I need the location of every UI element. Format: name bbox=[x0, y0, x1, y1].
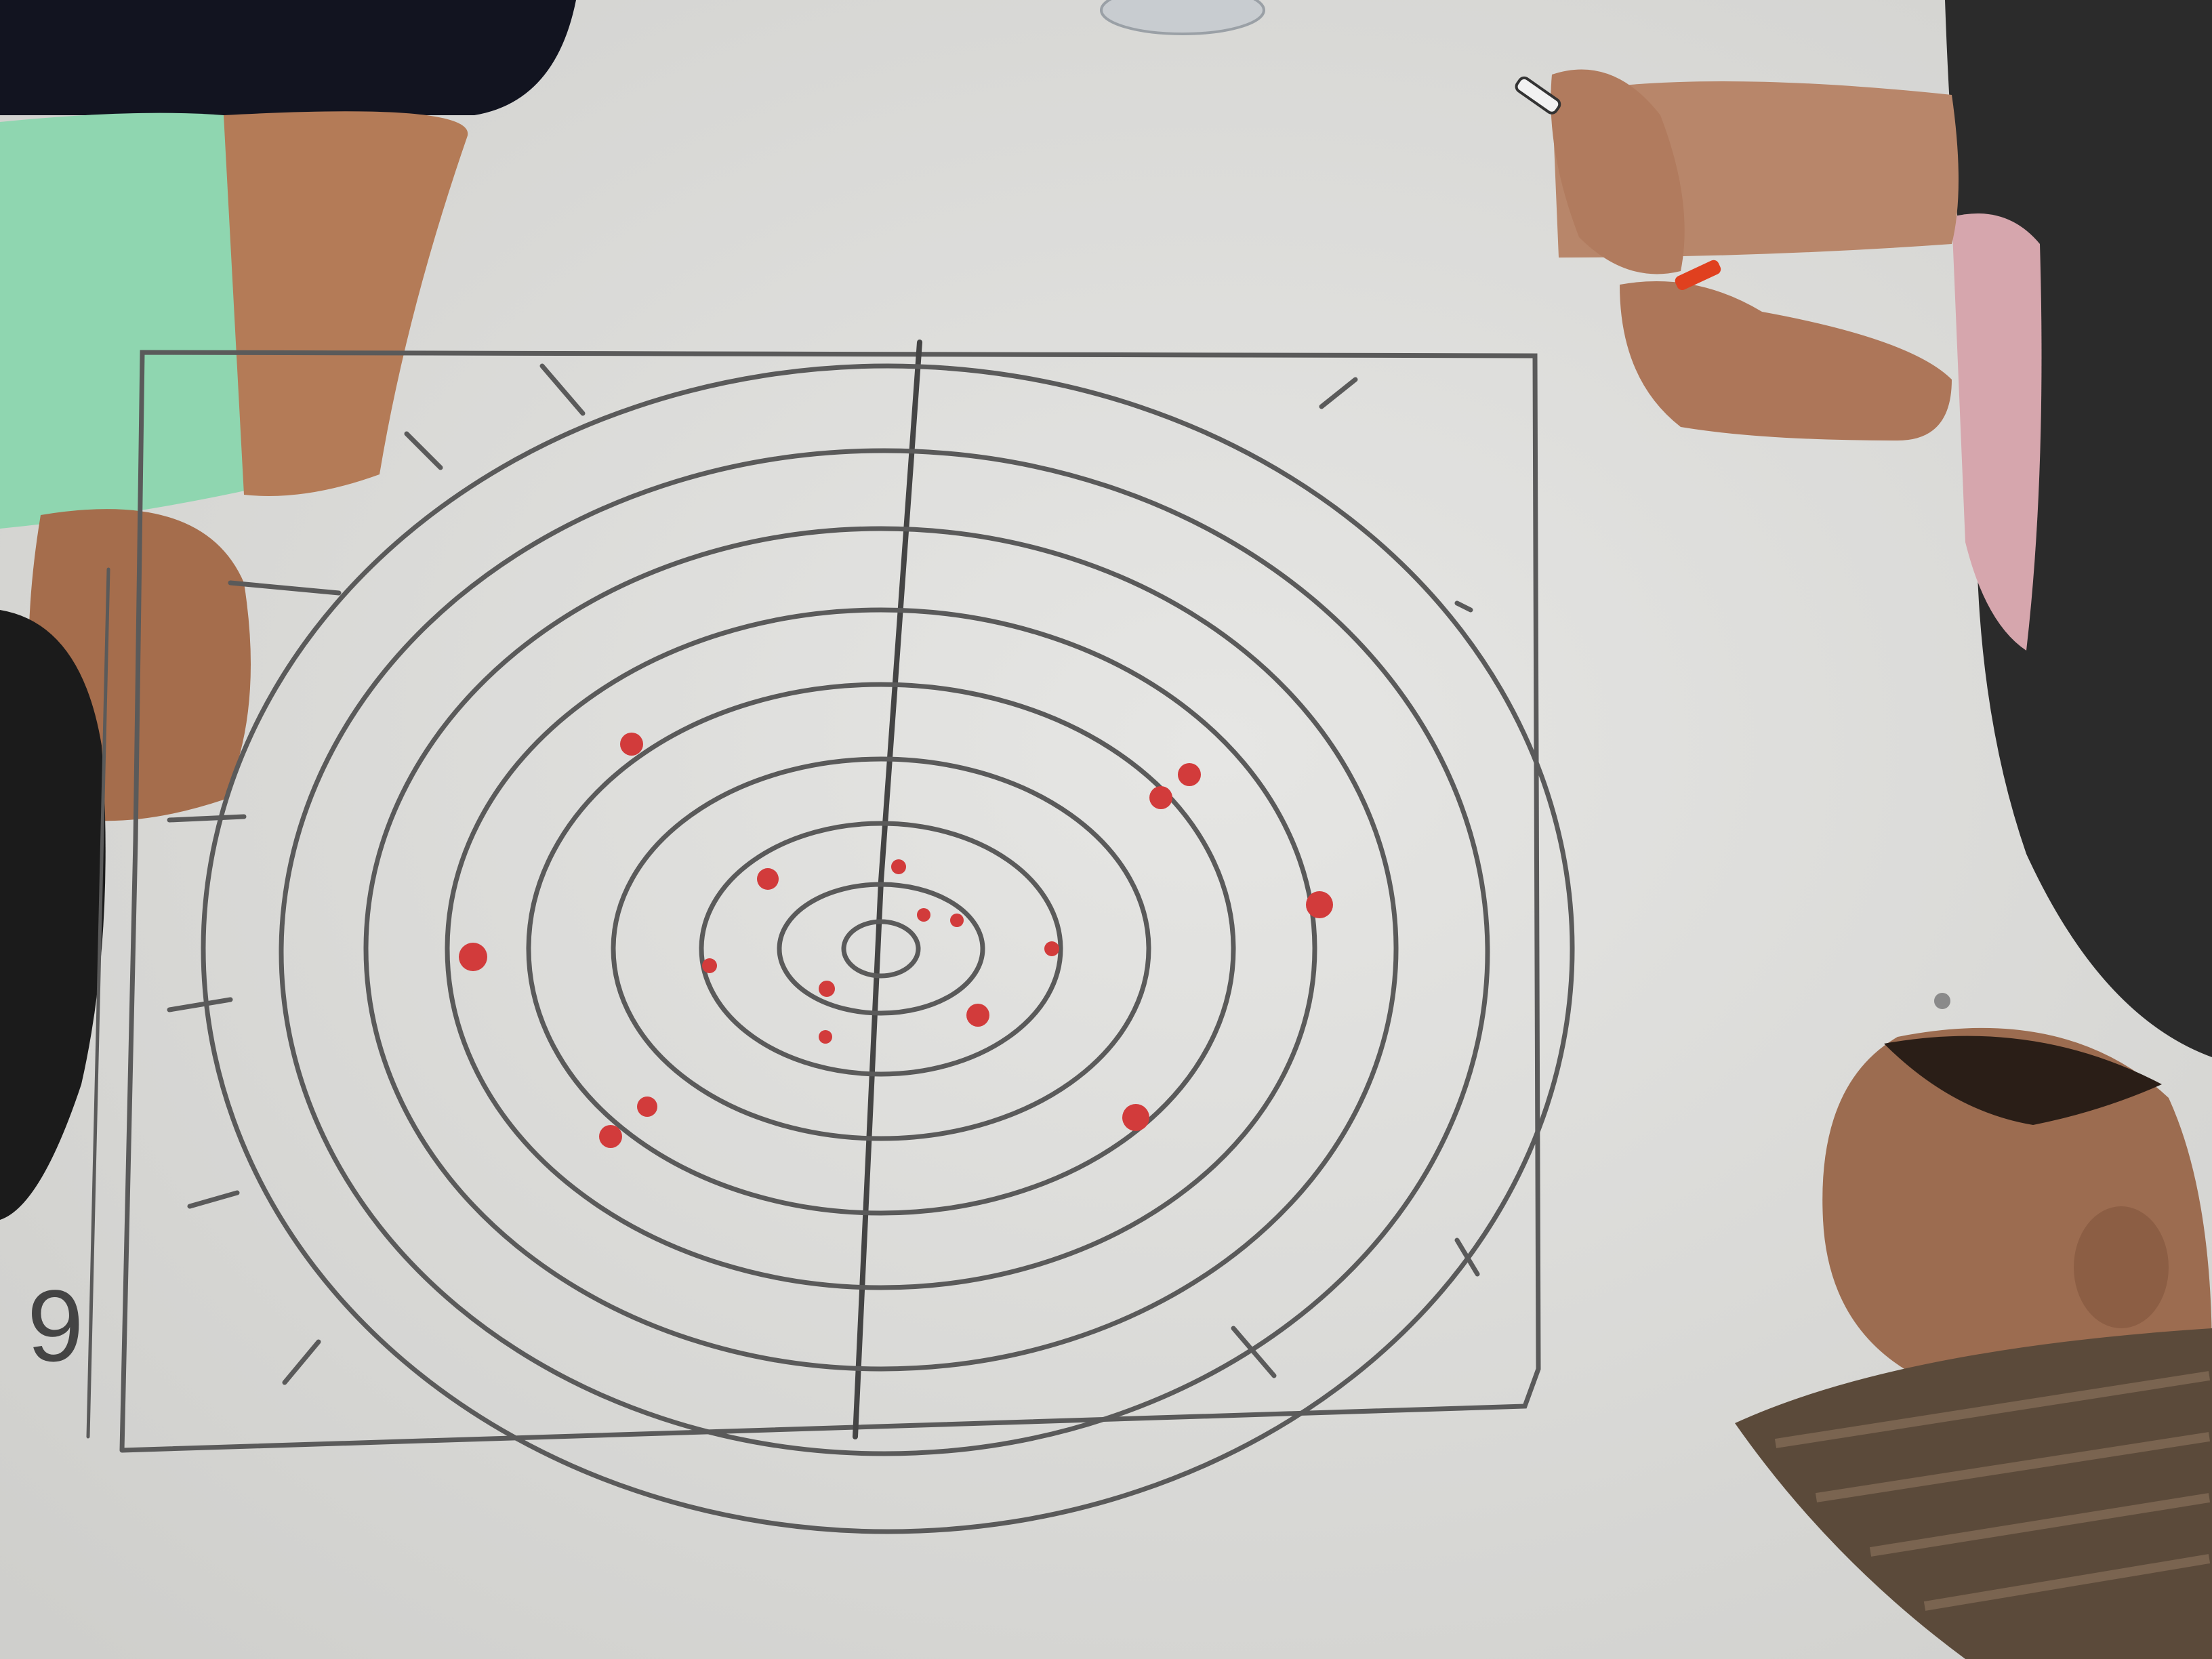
marker-red bbox=[1675, 260, 1721, 291]
board-pin bbox=[1934, 993, 1950, 1009]
marker-white bbox=[1515, 76, 1561, 115]
red-dot bbox=[620, 733, 643, 756]
red-dot bbox=[891, 859, 906, 874]
red-dot bbox=[966, 1004, 989, 1027]
vertical-axis bbox=[853, 340, 922, 1439]
person-green-shirt bbox=[0, 112, 258, 529]
contour-ring-7 bbox=[699, 821, 1063, 1077]
corner-tick-8 bbox=[282, 1339, 321, 1385]
contour-ring-9 bbox=[841, 919, 921, 979]
red-dot bbox=[917, 908, 930, 922]
hair-right-person bbox=[1884, 1036, 2162, 1125]
red-dot bbox=[459, 943, 487, 971]
red-dot bbox=[1306, 891, 1333, 918]
ear-right-person bbox=[2074, 1206, 2169, 1328]
corner-tick-3 bbox=[1454, 600, 1473, 613]
cap-stripes bbox=[1774, 1371, 2211, 1611]
contour-ring-4 bbox=[445, 607, 1317, 1290]
corner-tick-4 bbox=[1454, 1237, 1480, 1277]
red-dot bbox=[1122, 1104, 1149, 1131]
pink-sleeve bbox=[1952, 213, 2042, 651]
corner-tick-2 bbox=[1319, 377, 1358, 409]
glass-top bbox=[1100, 0, 1265, 35]
contour-ring-3 bbox=[363, 526, 1399, 1372]
contour-ring-8 bbox=[777, 882, 985, 1016]
corner-tick-5 bbox=[1231, 1326, 1277, 1378]
red-dot bbox=[819, 981, 835, 997]
pencil-sketch bbox=[86, 340, 1575, 1534]
outer-box bbox=[119, 350, 1541, 1453]
red-dot bbox=[702, 958, 717, 973]
red-dot bbox=[1044, 941, 1059, 956]
dark-object-top-left bbox=[0, 0, 576, 115]
hand-right-upper bbox=[1551, 69, 1685, 274]
red-dot bbox=[757, 868, 779, 890]
contour-ring-6 bbox=[611, 756, 1151, 1141]
contour-ring-2 bbox=[279, 448, 1490, 1456]
red-dot bbox=[1178, 763, 1201, 786]
hand-right-lower bbox=[1620, 281, 1952, 441]
red-dots bbox=[459, 733, 1333, 1148]
red-dot bbox=[599, 1125, 622, 1148]
arm-left-person bbox=[224, 111, 468, 497]
left-ticks bbox=[167, 580, 342, 1012]
stray-mark-text: 9 bbox=[27, 1269, 84, 1382]
head-left-person bbox=[0, 610, 106, 1220]
corner-tick-1 bbox=[539, 363, 586, 416]
red-dot bbox=[1149, 786, 1172, 809]
red-dot bbox=[819, 1030, 832, 1044]
red-dot bbox=[637, 1097, 657, 1117]
contour-ring-5 bbox=[526, 682, 1236, 1216]
contour-ring-1 bbox=[201, 363, 1575, 1534]
red-dot bbox=[950, 914, 964, 927]
left-frame-edge bbox=[86, 567, 110, 1439]
corner-tick-6 bbox=[404, 431, 443, 470]
corner-tick-7 bbox=[187, 1190, 240, 1209]
